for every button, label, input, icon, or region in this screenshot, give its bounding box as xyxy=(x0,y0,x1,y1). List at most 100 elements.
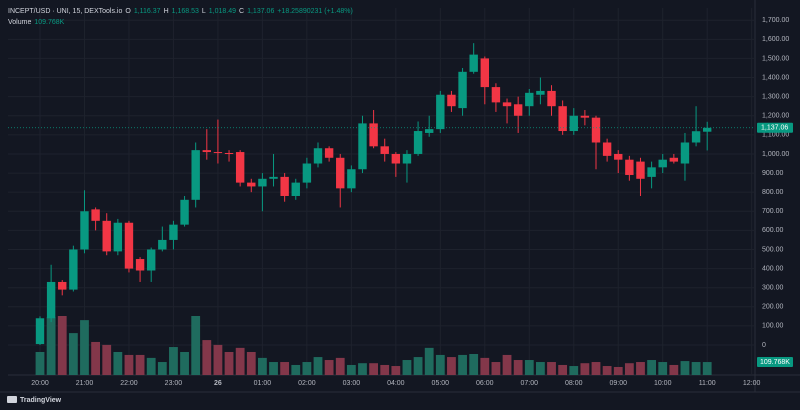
y-tick-label: 1,500.00 xyxy=(762,55,789,62)
volume-bar xyxy=(569,366,579,375)
x-tick-label: 26 xyxy=(214,380,222,387)
volume-legend: Volume 109.768K xyxy=(8,19,64,26)
volume-bar xyxy=(658,362,668,375)
x-tick-label: 01:00 xyxy=(254,380,272,387)
candle-body xyxy=(703,127,712,132)
y-tick-label: 200.00 xyxy=(762,304,784,311)
volume-bar xyxy=(324,360,334,375)
candle-body xyxy=(569,115,578,132)
volume-bar xyxy=(346,364,356,375)
x-tick-label: 20:00 xyxy=(31,380,49,387)
candle-body xyxy=(558,106,567,132)
candle-body xyxy=(436,94,445,130)
volume-bar xyxy=(669,364,679,375)
volume-name: Volume xyxy=(8,19,32,26)
volume-bar xyxy=(402,360,412,375)
volume-bar xyxy=(102,344,112,375)
y-tick-label: 1,200.00 xyxy=(762,113,789,120)
y-tick-label: 0 xyxy=(762,342,766,349)
volume-bar xyxy=(524,360,534,375)
o-value: 1,116.37 xyxy=(133,8,161,15)
x-tick-label: 07:00 xyxy=(521,380,539,387)
candle-body xyxy=(614,153,623,160)
h-name: H xyxy=(163,8,169,15)
y-tick-label: 100.00 xyxy=(762,323,784,330)
candle-body xyxy=(369,123,378,147)
candle-body xyxy=(513,104,523,116)
h-value: 1,168.53 xyxy=(171,8,199,15)
o-name: O xyxy=(125,8,131,15)
volume-bar xyxy=(280,362,290,375)
y-tick-label: 1,100.00 xyxy=(762,132,789,139)
volume-value: 109.768K xyxy=(34,19,65,26)
volume-bar xyxy=(358,363,367,375)
price-tag xyxy=(757,122,793,133)
volume-bar xyxy=(624,363,634,375)
candle-body xyxy=(536,90,545,95)
candle-body xyxy=(269,176,278,179)
volume-bar xyxy=(291,364,301,375)
candle-body xyxy=(158,239,167,250)
volume-bar xyxy=(113,351,123,375)
x-tick-label: 02:00 xyxy=(298,380,316,387)
candle-body xyxy=(124,222,134,269)
y-tick-label: 300.00 xyxy=(762,285,784,292)
volume-bar xyxy=(691,362,701,375)
candle-body xyxy=(413,131,423,154)
candle-body xyxy=(625,159,634,175)
candle-body xyxy=(180,199,189,225)
volume-bar xyxy=(191,316,201,375)
volume-bar xyxy=(35,351,45,375)
candle-body xyxy=(691,131,701,143)
c-name: C xyxy=(239,8,245,15)
candle-body xyxy=(247,182,256,187)
x-tick-label: 22:00 xyxy=(120,380,138,387)
volume-bar xyxy=(124,354,134,375)
candle-body xyxy=(680,142,690,164)
candle-body xyxy=(447,94,456,107)
candle-body xyxy=(313,148,323,164)
y-tick-label: 1,300.00 xyxy=(762,93,789,100)
volume-bar xyxy=(613,366,623,375)
candle-body xyxy=(58,281,67,290)
symbol: INCEPT/USD · UNI, 15, DEXTools.io xyxy=(8,8,123,15)
volume-bar xyxy=(202,340,212,375)
candle-body xyxy=(636,161,645,179)
y-tick-label: 1,000.00 xyxy=(762,151,789,158)
candle-body xyxy=(46,281,56,319)
volume-bar xyxy=(258,357,267,375)
candle-body xyxy=(191,150,200,200)
candle-body xyxy=(469,54,478,72)
volume-bar xyxy=(246,351,256,375)
candle-body xyxy=(591,117,601,143)
candle-body xyxy=(525,92,534,107)
candle-body xyxy=(302,163,312,183)
volume-bar xyxy=(636,362,645,375)
volume-bar xyxy=(335,357,345,375)
y-tick-label: 500.00 xyxy=(762,246,784,253)
volume-bar xyxy=(424,347,434,375)
x-tick-label: 03:00 xyxy=(343,380,361,387)
volume-bar xyxy=(447,357,456,375)
candle-body xyxy=(169,224,178,240)
volume-bar xyxy=(380,364,390,375)
volume-bar xyxy=(547,362,556,375)
volume-bar xyxy=(369,363,378,375)
x-tick-label: 23:00 xyxy=(165,380,183,387)
volume-bar xyxy=(580,363,590,375)
volume-bar xyxy=(591,362,601,375)
candle-body xyxy=(224,153,234,155)
candle-body xyxy=(458,71,467,109)
candle-body xyxy=(213,152,223,154)
candle-body xyxy=(280,176,289,196)
x-tick-label: 10:00 xyxy=(654,380,672,387)
candle-body xyxy=(324,148,334,158)
candle-body xyxy=(502,102,512,107)
candle-body xyxy=(69,249,78,290)
l-value: 1,018.49 xyxy=(208,8,237,15)
candle-body xyxy=(258,178,267,187)
volume-bar xyxy=(169,347,178,375)
x-tick-label: 11:00 xyxy=(699,380,716,387)
